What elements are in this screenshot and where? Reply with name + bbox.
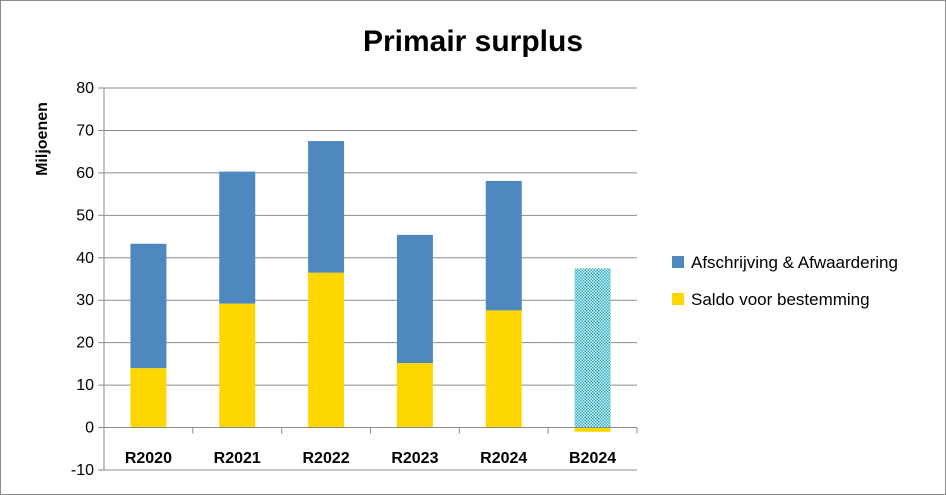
y-tick-labels: -10 0 10 20 30 40 50 60 70 80 bbox=[71, 80, 94, 479]
category-label: R2020 bbox=[125, 450, 172, 467]
category-label: R2023 bbox=[391, 450, 438, 467]
legend-label: Saldo voor bestemming bbox=[691, 290, 870, 309]
bar-b2024-afschrijving-afwaardering bbox=[574, 268, 611, 428]
legend-swatch bbox=[672, 293, 684, 305]
y-tick-label: -10 bbox=[71, 462, 94, 479]
bar-b2024-saldo-voor-bestemming bbox=[574, 427, 611, 432]
y-tick-label: 40 bbox=[76, 250, 94, 267]
y-tick-label: 30 bbox=[76, 292, 94, 309]
bar-r2023-saldo-voor-bestemming bbox=[396, 363, 433, 428]
y-tick-label: 60 bbox=[76, 165, 94, 182]
bar-r2022-saldo-voor-bestemming bbox=[308, 272, 345, 428]
y-tick-label: 10 bbox=[76, 377, 94, 394]
axes bbox=[103, 88, 638, 470]
bar-r2021-afschrijving-afwaardering bbox=[219, 171, 256, 304]
chart-title: Primair surplus bbox=[363, 25, 583, 58]
category-label: R2022 bbox=[303, 450, 350, 467]
legend-swatch bbox=[672, 256, 684, 268]
y-axis-label: Miljoenen bbox=[34, 102, 51, 176]
bar-r2022-afschrijving-afwaardering bbox=[308, 141, 345, 273]
bar-r2020-afschrijving-afwaardering bbox=[130, 243, 167, 369]
legend: Afschrijving & Afwaardering Saldo voor be… bbox=[672, 253, 898, 309]
category-labels: R2020 R2021 R2022 R2023 R2024 B2024 bbox=[125, 450, 616, 467]
bar-r2024-saldo-voor-bestemming bbox=[485, 310, 522, 428]
bars bbox=[130, 141, 611, 432]
bar-r2023-afschrijving-afwaardering bbox=[396, 234, 433, 364]
y-tick-label: 80 bbox=[76, 80, 94, 97]
y-tick-label: 70 bbox=[76, 122, 94, 139]
category-label: R2024 bbox=[480, 450, 527, 467]
y-tick-label: 20 bbox=[76, 335, 94, 352]
y-tick-label: 50 bbox=[76, 207, 94, 224]
category-label: R2021 bbox=[214, 450, 261, 467]
category-label: B2024 bbox=[569, 450, 616, 467]
bar-r2024-afschrijving-afwaardering bbox=[485, 180, 522, 311]
bar-r2020-saldo-voor-bestemming bbox=[130, 368, 167, 428]
legend-label: Afschrijving & Afwaardering bbox=[691, 253, 898, 272]
y-tick-label: 0 bbox=[85, 420, 94, 437]
gridlines bbox=[98, 87, 637, 471]
bar-r2021-saldo-voor-bestemming bbox=[219, 303, 256, 428]
